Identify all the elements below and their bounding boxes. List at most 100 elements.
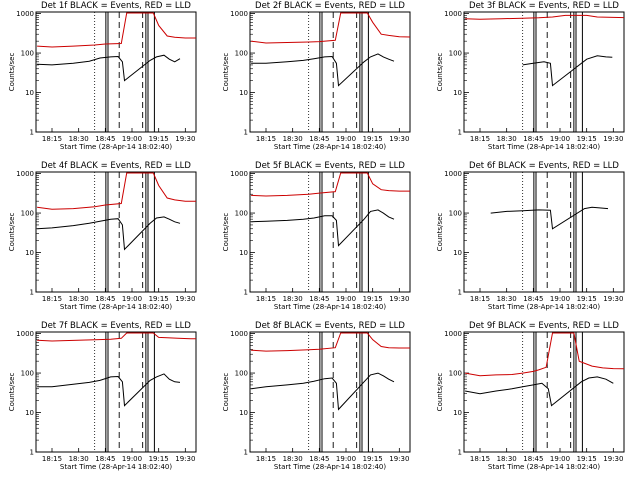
x-tick-label: 19:00	[122, 135, 142, 143]
x-tick-label: 19:15	[149, 135, 169, 143]
y-tick-label: 10	[25, 89, 34, 97]
y-tick-label: 1000	[230, 10, 248, 18]
x-axis-label: Start Time (28-Apr-14 18:02:40)	[274, 303, 386, 311]
x-tick-label: 18:15	[470, 135, 490, 143]
plot-frame	[249, 11, 411, 133]
y-tick-label: 1	[30, 289, 34, 297]
plot-frame	[35, 11, 197, 133]
x-tick-label: 18:15	[256, 455, 276, 463]
x-axis-label: Start Time (28-Apr-14 18:02:40)	[274, 143, 386, 151]
panel-title: Det 4f BLACK = Events, RED = LLD	[41, 161, 191, 171]
y-tick-label: 10	[453, 89, 462, 97]
y-axis-label: Counts/sec	[436, 373, 444, 412]
y-tick-label: 1	[30, 449, 34, 457]
y-tick-label: 1	[458, 289, 462, 297]
panel-title: Det 8f BLACK = Events, RED = LLD	[255, 321, 405, 331]
y-axis-label: Counts/sec	[222, 213, 230, 252]
events-series-line	[37, 373, 181, 407]
events-series-line	[251, 53, 395, 87]
y-tick-label: 1000	[230, 170, 248, 178]
x-axis-label: Start Time (28-Apr-14 18:02:40)	[60, 143, 172, 151]
events-series-line	[522, 55, 613, 87]
lld-series-line	[465, 14, 625, 20]
x-tick-label: 19:15	[363, 135, 383, 143]
x-tick-label: 18:30	[497, 295, 517, 303]
x-tick-label: 19:00	[122, 295, 142, 303]
y-tick-label: 100	[21, 370, 34, 378]
x-tick-label: 18:45	[95, 295, 115, 303]
panel-6: Det 6f BLACK = Events, RED = LLD 1 10 100 10…	[436, 161, 625, 311]
y-tick-label: 10	[239, 409, 248, 417]
x-tick-label: 18:30	[69, 135, 89, 143]
y-tick-label: 100	[235, 370, 248, 378]
y-tick-label: 1	[458, 129, 462, 137]
x-tick-label: 19:15	[149, 295, 169, 303]
x-tick-label: 19:00	[550, 135, 570, 143]
y-tick-label: 100	[449, 370, 462, 378]
y-axis-label: Counts/sec	[436, 213, 444, 252]
x-tick-label: 18:30	[283, 295, 303, 303]
y-tick-label: 100	[21, 50, 34, 58]
y-tick-label: 1	[458, 449, 462, 457]
x-tick-label: 19:15	[149, 455, 169, 463]
y-axis-label: Counts/sec	[8, 373, 16, 412]
plot-frame	[249, 331, 411, 453]
y-axis-label: Counts/sec	[222, 373, 230, 412]
y-tick-label: 1000	[16, 170, 34, 178]
x-tick-label: 18:45	[523, 455, 543, 463]
x-tick-label: 19:30	[603, 295, 623, 303]
lld-series-line	[37, 172, 196, 210]
y-tick-label: 1	[244, 289, 248, 297]
x-tick-label: 19:30	[389, 135, 409, 143]
panel-title: Det 9f BLACK = Events, RED = LLD	[469, 321, 619, 331]
x-tick-label: 18:30	[69, 455, 89, 463]
events-series-line	[251, 372, 395, 411]
x-tick-label: 18:15	[256, 135, 276, 143]
x-tick-label: 18:15	[42, 295, 62, 303]
y-axis-label: Counts/sec	[8, 53, 16, 92]
y-tick-label: 100	[449, 210, 462, 218]
x-tick-label: 19:30	[389, 455, 409, 463]
x-tick-label: 18:45	[523, 295, 543, 303]
x-tick-label: 18:30	[283, 455, 303, 463]
x-axis-label: Start Time (28-Apr-14 18:02:40)	[274, 463, 386, 471]
x-axis-label: Start Time (28-Apr-14 18:02:40)	[488, 303, 600, 311]
y-axis-label: Counts/sec	[8, 213, 16, 252]
x-tick-label: 19:00	[550, 295, 570, 303]
x-tick-label: 19:30	[389, 295, 409, 303]
x-tick-label: 18:15	[42, 135, 62, 143]
x-tick-label: 18:15	[470, 455, 490, 463]
y-tick-label: 10	[25, 409, 34, 417]
panel-title: Det 3f BLACK = Events, RED = LLD	[469, 1, 619, 11]
y-axis-label: Counts/sec	[436, 53, 444, 92]
x-tick-label: 19:00	[336, 135, 356, 143]
panel-title: Det 1f BLACK = Events, RED = LLD	[41, 1, 191, 11]
x-tick-label: 18:45	[523, 135, 543, 143]
x-tick-label: 19:30	[603, 135, 623, 143]
events-series-line	[465, 376, 614, 407]
y-tick-label: 1000	[444, 10, 462, 18]
panel-1: Det 1f BLACK = Events, RED = LLD 1 10 100 10…	[8, 1, 197, 151]
x-axis-label: Start Time (28-Apr-14 18:02:40)	[488, 143, 600, 151]
y-tick-label: 1000	[16, 10, 34, 18]
y-tick-label: 1000	[444, 330, 462, 338]
lld-series-line	[251, 332, 410, 352]
x-tick-label: 18:45	[309, 295, 329, 303]
x-tick-label: 18:45	[95, 135, 115, 143]
x-tick-label: 18:30	[497, 455, 517, 463]
plot-frame	[35, 171, 197, 293]
y-tick-label: 100	[235, 210, 248, 218]
y-tick-label: 10	[239, 89, 248, 97]
x-tick-label: 19:15	[577, 455, 597, 463]
x-tick-label: 19:15	[363, 455, 383, 463]
x-axis-label: Start Time (28-Apr-14 18:02:40)	[60, 303, 172, 311]
events-series-line	[37, 216, 181, 251]
lld-series-line	[37, 12, 196, 48]
y-tick-label: 100	[449, 50, 462, 58]
events-series-line	[251, 209, 395, 247]
x-tick-label: 18:45	[95, 455, 115, 463]
panel-3: Det 3f BLACK = Events, RED = LLD 1 10 100 10…	[436, 1, 625, 151]
y-tick-label: 1	[30, 129, 34, 137]
panel-7: Det 7f BLACK = Events, RED = LLD 1 10 100 10…	[8, 321, 197, 471]
